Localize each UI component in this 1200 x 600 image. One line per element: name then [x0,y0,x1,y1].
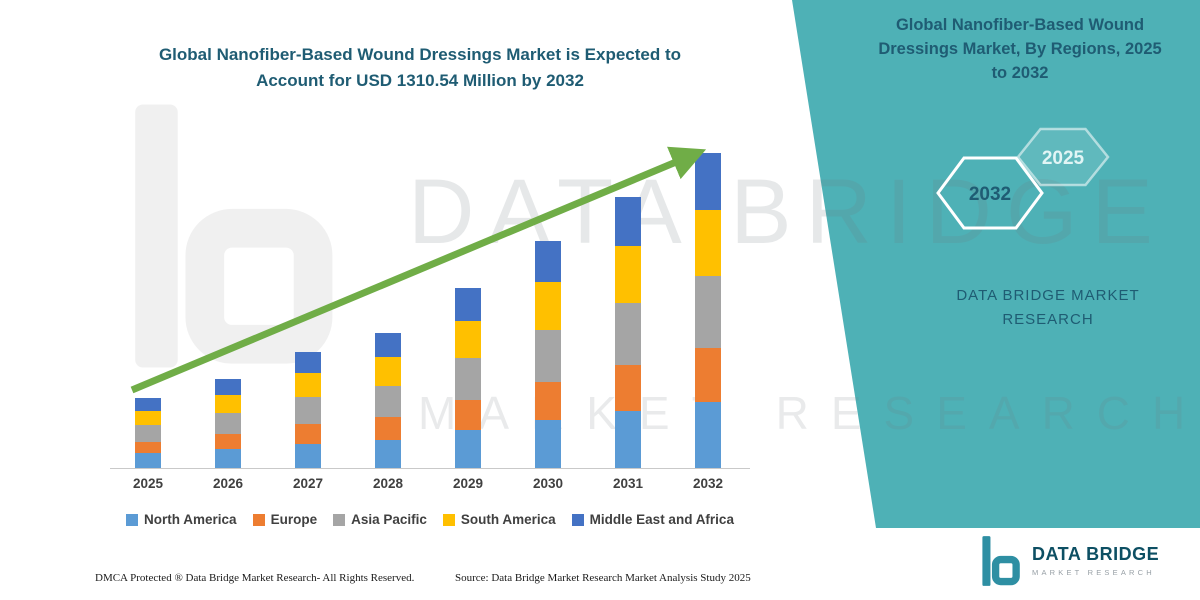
stacked-bar-2026 [215,378,241,468]
bar-segment [295,373,321,398]
stacked-bar-2028 [375,333,401,468]
x-tick-label: 2025 [132,476,164,491]
legend-item: Asia Pacific [333,512,427,527]
dmca-notice: DMCA Protected ® Data Bridge Market Rese… [95,572,415,584]
bar-segment [135,453,161,468]
bar-segment [215,413,241,435]
x-tick-label: 2032 [692,476,724,491]
bar-segment [295,424,321,444]
bar-segment [375,416,401,440]
bar-segment [295,397,321,425]
chart-legend: North America Europe Asia Pacific South Ame… [90,512,770,527]
bar-segment [535,420,561,468]
x-tick-label: 2026 [212,476,244,491]
stacked-bar-2029 [455,288,481,468]
right-panel-title: Global Nanofiber-Based Wound Dressings M… [878,16,1162,82]
brand-footer: DATA BRIDGE MARKET RESEARCH [978,534,1159,588]
bar-segment [695,209,721,276]
bar-segment [215,394,241,414]
bar-segment [695,348,721,402]
bar-segment [615,411,641,468]
bar-segment [535,381,561,421]
bar-segment [215,378,241,395]
bar-segment [295,443,321,468]
stacked-bar-2030 [535,241,561,468]
data-bridge-logo-icon [982,536,1020,586]
legend-swatch [333,513,346,526]
bar-segment [455,288,481,321]
legend-label: Europe [270,512,318,527]
bar-segment [535,329,561,382]
brand-wordmark: DATA BRIDGE [1032,544,1160,565]
bar-segment [695,401,721,468]
bar-segment [695,275,721,349]
legend-swatch [252,513,265,526]
legend-item: North America [126,512,237,527]
stacked-bar-2031 [615,196,641,468]
bar-segment [615,245,641,303]
legend-label: Asia Pacific [351,512,427,527]
hexagon-2025 [1016,127,1110,187]
hexagon-2032-label: 2032 [969,184,1011,205]
legend-swatch [442,513,455,526]
bar-segment [135,425,161,442]
bar-segment [135,441,161,454]
source-note: Source: Data Bridge Market Research Mark… [455,572,751,584]
chart-title: Global Nanofiber-Based Wound Dressings M… [158,45,682,90]
bar-segment [215,434,241,450]
bar-segment [615,196,641,246]
bar-segment [455,399,481,431]
x-tick-label: 2027 [292,476,324,491]
legend-item: Middle East and Africa [571,512,734,527]
brand-tagline: MARKET RESEARCH [1032,567,1155,577]
year-hexagons: 2025 2032 [936,127,1110,230]
bar-segment [135,398,161,411]
brand-wordmark-block: DATA BRIDGE MARKET RESEARCH [1032,544,1160,577]
bar-segment [375,439,401,468]
hexagon-2025-label: 2025 [1042,148,1085,169]
bar-segment [615,302,641,365]
legend-item: Europe [252,512,318,527]
x-tick-label: 2030 [532,476,564,491]
bar-segment [535,282,561,330]
stacked-bar-2025 [135,398,161,468]
stacked-bar-2032 [695,153,721,468]
bar-segment [375,357,401,386]
bar-segment [455,430,481,468]
brand-text: DATA BRIDGE MARKET RESEARCH [956,287,1140,328]
x-tick-label: 2028 [372,476,404,491]
legend-label: Middle East and Africa [589,512,734,527]
bar-segment [375,385,401,417]
trend-arrow [130,146,707,394]
hexagon-2032 [936,156,1044,230]
bar-segment [615,364,641,412]
bar-segment [135,410,161,426]
bar-segment [455,320,481,359]
legend-label: South America [460,512,556,527]
legend-swatch [571,513,584,526]
bar-segment [295,352,321,374]
bar-segment [375,333,401,358]
bar-segment [455,358,481,400]
plot-area: 2025 2026 2027 2028 2029 2030 2031 2032 [110,140,750,491]
legend-label: North America [144,512,237,527]
x-tick-label: 2029 [452,476,484,491]
legend-item: South America [442,512,556,527]
legend-swatch [126,513,139,526]
bar-segment [535,241,561,283]
stacked-bar-2027 [295,352,321,468]
bar-segment [215,449,241,468]
x-tick-label: 2031 [612,476,644,491]
